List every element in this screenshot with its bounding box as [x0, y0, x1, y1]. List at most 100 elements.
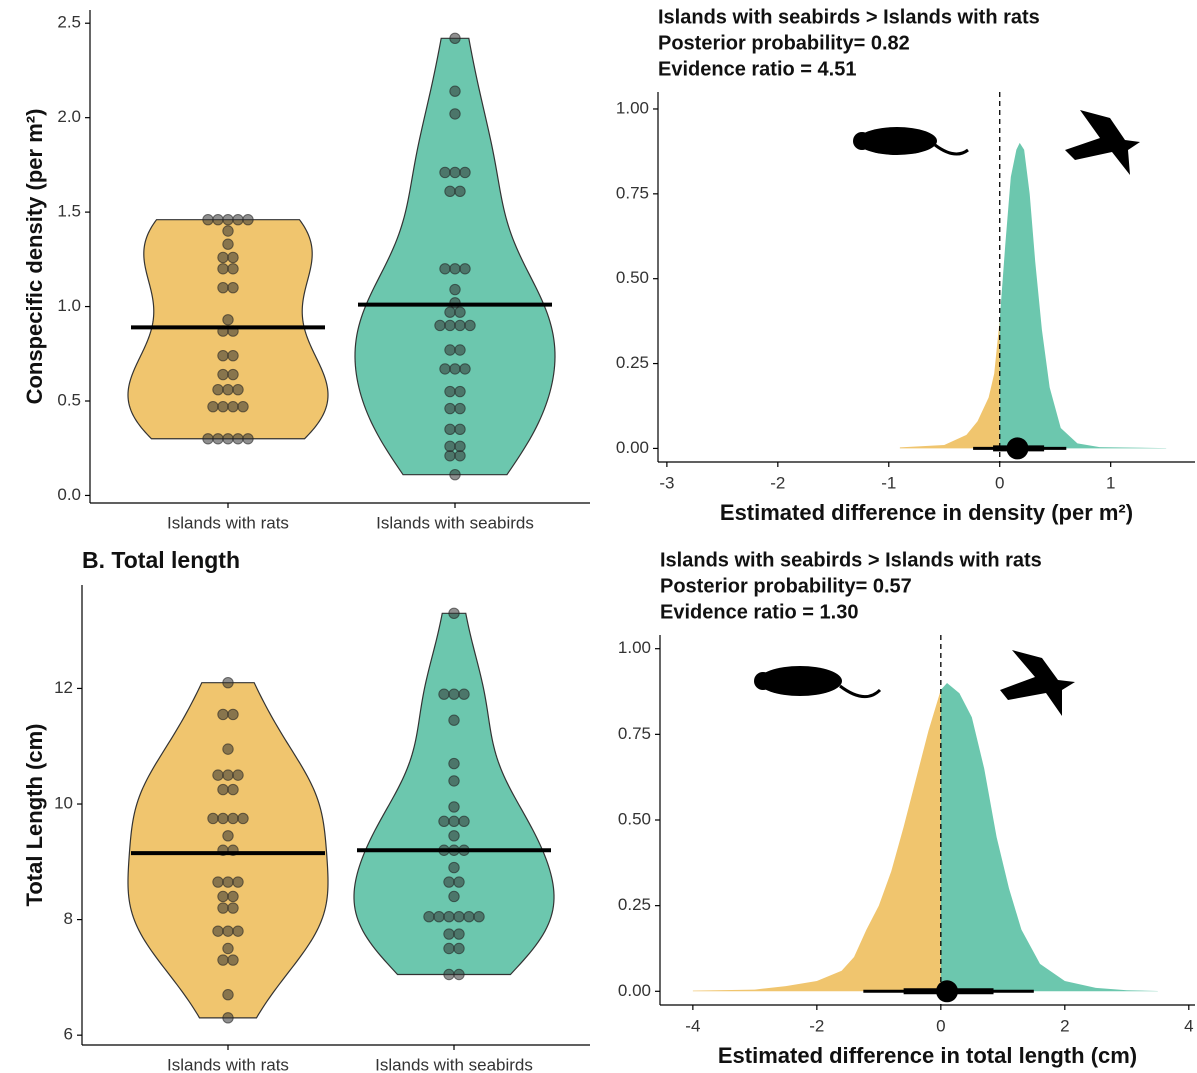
dot [444, 450, 456, 462]
dot [222, 769, 234, 781]
dot [464, 319, 476, 332]
dot [459, 166, 471, 179]
dot [449, 85, 461, 97]
dot [212, 213, 224, 226]
y-tick-label: 10 [54, 794, 73, 813]
rat-icon [754, 666, 882, 698]
dot [454, 440, 466, 453]
dot [448, 815, 460, 828]
dot [454, 319, 466, 332]
dot [443, 928, 455, 940]
dot [454, 423, 466, 436]
dot [232, 433, 244, 445]
dot [459, 263, 471, 275]
dot [227, 902, 239, 914]
dot [232, 769, 244, 781]
y-tick-label: 0.75 [616, 183, 649, 202]
dot [453, 928, 465, 940]
dot [222, 925, 234, 937]
dot [449, 108, 461, 120]
dot [232, 213, 244, 226]
dot [448, 801, 460, 813]
dot [227, 349, 239, 362]
posterior-area-positive [999, 142, 1167, 449]
dot [444, 440, 456, 453]
x-tick-label: 4 [1184, 1016, 1193, 1035]
dot [212, 876, 224, 888]
y-tick-label: 1.00 [616, 98, 649, 117]
dot [454, 306, 466, 318]
dot [202, 213, 214, 226]
rat-icon [853, 127, 969, 156]
posterior-area-positive [940, 682, 1158, 992]
dot [443, 968, 455, 981]
dot [227, 400, 239, 413]
dot [232, 876, 244, 888]
x-axis-title: Estimated difference in density (per m²) [720, 500, 1133, 525]
dot [448, 830, 460, 842]
dot [232, 383, 244, 396]
dot [217, 708, 229, 721]
dot [448, 890, 460, 903]
dot [232, 925, 244, 937]
x-tick-label: -3 [659, 473, 674, 492]
dot [217, 783, 229, 796]
violin [354, 37, 556, 476]
dot [237, 812, 249, 825]
dot [227, 281, 239, 294]
dot [448, 861, 460, 874]
dot [439, 363, 451, 375]
dot [443, 876, 455, 888]
annotation: Posterior probability= 0.82 [658, 32, 910, 54]
annotation: Islands with seabirds > Islands with rat… [660, 549, 1042, 571]
y-tick-label: 0.5 [57, 390, 81, 409]
dot [227, 812, 239, 825]
dot [217, 263, 229, 275]
dot [448, 607, 460, 620]
dot [217, 400, 229, 413]
y-axis-title: Conspecific density (per m²) [22, 109, 47, 405]
violin [353, 612, 555, 976]
annotation: Islands with seabirds > Islands with rat… [658, 6, 1040, 28]
x-tick-label: Islands with seabirds [376, 513, 534, 532]
dot [217, 349, 229, 362]
dot [453, 968, 465, 981]
x-tick-label: -2 [809, 1016, 824, 1035]
x-tick-label: -1 [881, 473, 896, 492]
dot [212, 383, 224, 396]
dot [227, 708, 239, 721]
dot [453, 942, 465, 955]
dot [444, 385, 456, 398]
dot [454, 402, 466, 415]
bird-icon [1065, 110, 1140, 175]
dot [222, 876, 234, 888]
dot [449, 166, 461, 179]
annotation: Evidence ratio = 4.51 [658, 58, 856, 80]
dot [453, 911, 465, 923]
dot [444, 306, 456, 318]
dot [454, 385, 466, 398]
dot [217, 890, 229, 903]
dot [217, 902, 229, 914]
dot [449, 263, 461, 275]
dot [443, 911, 455, 923]
y-tick-label: 0.50 [616, 268, 649, 287]
x-tick-label: 0 [936, 1016, 945, 1035]
dot [222, 213, 234, 226]
dot [207, 812, 219, 825]
dot [222, 433, 234, 445]
x-tick-label: 2 [1060, 1016, 1069, 1035]
dot [222, 238, 234, 250]
dot [453, 876, 465, 888]
posterior-area-negative [899, 319, 1000, 449]
y-tick-label: 12 [54, 678, 73, 697]
point-estimate [936, 980, 959, 1003]
dot [458, 815, 470, 828]
dot [222, 942, 234, 955]
bird-icon [1000, 650, 1075, 716]
dot [444, 185, 456, 198]
y-tick-label: 2.5 [57, 13, 81, 32]
dot [444, 423, 456, 436]
y-tick-label: 0.25 [618, 895, 651, 914]
